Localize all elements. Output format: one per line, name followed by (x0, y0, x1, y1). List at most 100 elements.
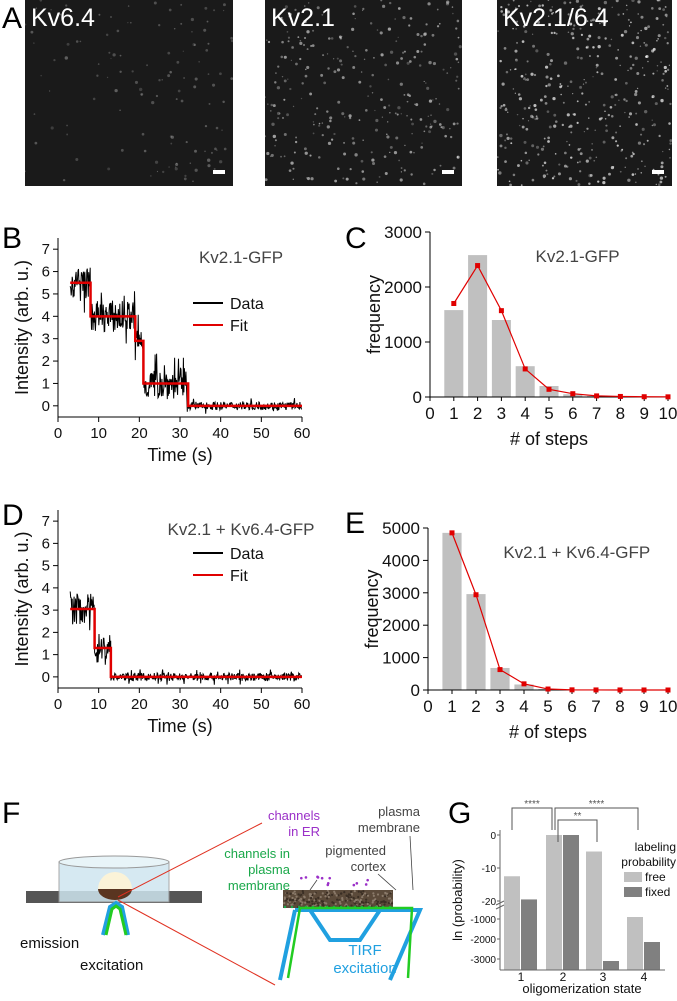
er-channel (300, 876, 303, 880)
fluorescent-spot (362, 177, 366, 181)
fluorescent-spot (657, 18, 659, 20)
fluorescent-spot (570, 131, 573, 134)
pm-label-3: membrane (228, 878, 290, 893)
fluorescent-spot (110, 57, 112, 60)
pigment-granule (381, 894, 384, 898)
fluorescent-spot (193, 44, 196, 47)
fluorescent-spot (264, 178, 268, 182)
fluorescent-spot (389, 50, 394, 54)
fluorescent-spot (207, 164, 211, 168)
pigment-granule (376, 900, 379, 903)
fluorescent-spot (422, 182, 426, 186)
pigment-granule (299, 897, 303, 901)
fluorescent-spot (98, 13, 101, 16)
fluorescent-spot (585, 46, 588, 49)
er-channel (326, 883, 330, 887)
fluorescent-spot (428, 99, 433, 103)
pigment-granule (334, 902, 337, 906)
fluorescent-spot (387, 78, 390, 81)
fluorescent-spot (568, 126, 570, 128)
fluorescent-spot (316, 107, 319, 110)
fluorescent-spot (664, 70, 667, 73)
pigment-granule (362, 901, 365, 904)
fluorescent-spot (174, 167, 178, 171)
image-label: Kv2.1/6.4 (503, 4, 609, 32)
fluorescent-spot (604, 37, 607, 40)
fluorescent-spot (219, 72, 222, 76)
y-tick-label: 1 (42, 375, 50, 392)
fluorescent-spot (615, 93, 618, 97)
fluorescent-spot (439, 164, 442, 167)
pigment-granule (297, 897, 300, 900)
fluorescent-spot (597, 44, 601, 49)
fluorescent-spot (66, 133, 69, 136)
fluorescent-spot (498, 171, 502, 175)
bar (504, 876, 520, 970)
fluorescent-spot (295, 136, 298, 139)
fluorescent-spot (637, 101, 641, 105)
fluorescent-spot (341, 112, 345, 116)
fluorescent-spot (541, 4, 544, 7)
fluorescent-spot (306, 176, 311, 181)
emission-beam (104, 904, 128, 936)
fluorescent-spot (517, 164, 520, 167)
fluorescent-spot (515, 7, 517, 9)
pigment-granule (318, 899, 321, 902)
fluorescent-spot (112, 53, 116, 57)
fluorescent-spot (313, 123, 315, 126)
significance-label: ** (574, 811, 582, 822)
fluorescent-spot (496, 156, 499, 159)
fluorescent-spot (636, 87, 639, 90)
fluorescent-spot (321, 134, 324, 137)
fluorescent-spot (553, 124, 557, 128)
pigment-granule (317, 904, 320, 907)
y-tick-label: 0 (42, 398, 50, 415)
bar (515, 366, 535, 397)
fluorescent-spot (432, 61, 437, 66)
fluorescent-spot (511, 10, 515, 14)
fluorescent-spot (623, 29, 628, 34)
fluorescent-spot (554, 153, 557, 155)
fluorescent-spot (552, 12, 554, 14)
fluorescent-spot (568, 177, 572, 181)
pigment-granule (366, 894, 370, 897)
bar (546, 835, 562, 970)
fluorescent-spot (576, 47, 580, 51)
fluorescent-spot (326, 53, 329, 55)
fluorescent-spot (597, 180, 600, 183)
pigment-granule (309, 894, 312, 897)
fluorescent-spot (455, 57, 459, 61)
fluorescent-spot (425, 125, 428, 128)
fluorescent-spot (329, 119, 332, 123)
fluorescent-spot (583, 78, 585, 81)
x-tick-label: 5 (543, 697, 552, 716)
fluorescent-spot (644, 26, 648, 31)
fluorescent-spot (370, 151, 373, 154)
fluorescent-spot (423, 80, 425, 83)
fluorescent-spot (310, 177, 314, 181)
significance-label: **** (524, 799, 540, 810)
y-tick-label: 2000 (382, 616, 420, 635)
fluorescent-spot (597, 12, 600, 15)
fluorescent-spot (506, 136, 510, 141)
fluorescent-spot (408, 94, 412, 98)
fluorescent-spot (534, 117, 537, 121)
significance-bracket (557, 819, 598, 842)
pigmented-cortex (283, 875, 394, 909)
fit-point (570, 391, 576, 397)
fluorescent-spot (444, 134, 448, 138)
pigment-granule (350, 896, 353, 899)
panel-label-a: A (2, 2, 22, 35)
fluorescent-spot (292, 167, 295, 170)
x-tick-label: 8 (615, 697, 624, 716)
fluorescent-spot (170, 142, 173, 145)
fluorescent-spot (423, 32, 427, 36)
pigment-granule (313, 892, 316, 895)
fluorescent-spot (662, 23, 665, 26)
fluorescent-spot (376, 29, 379, 31)
image-background (265, 0, 462, 186)
fluorescent-spot (371, 161, 376, 166)
fluorescent-spot (264, 135, 267, 138)
fluorescent-spot (361, 9, 364, 12)
fluorescent-spot (588, 100, 591, 103)
